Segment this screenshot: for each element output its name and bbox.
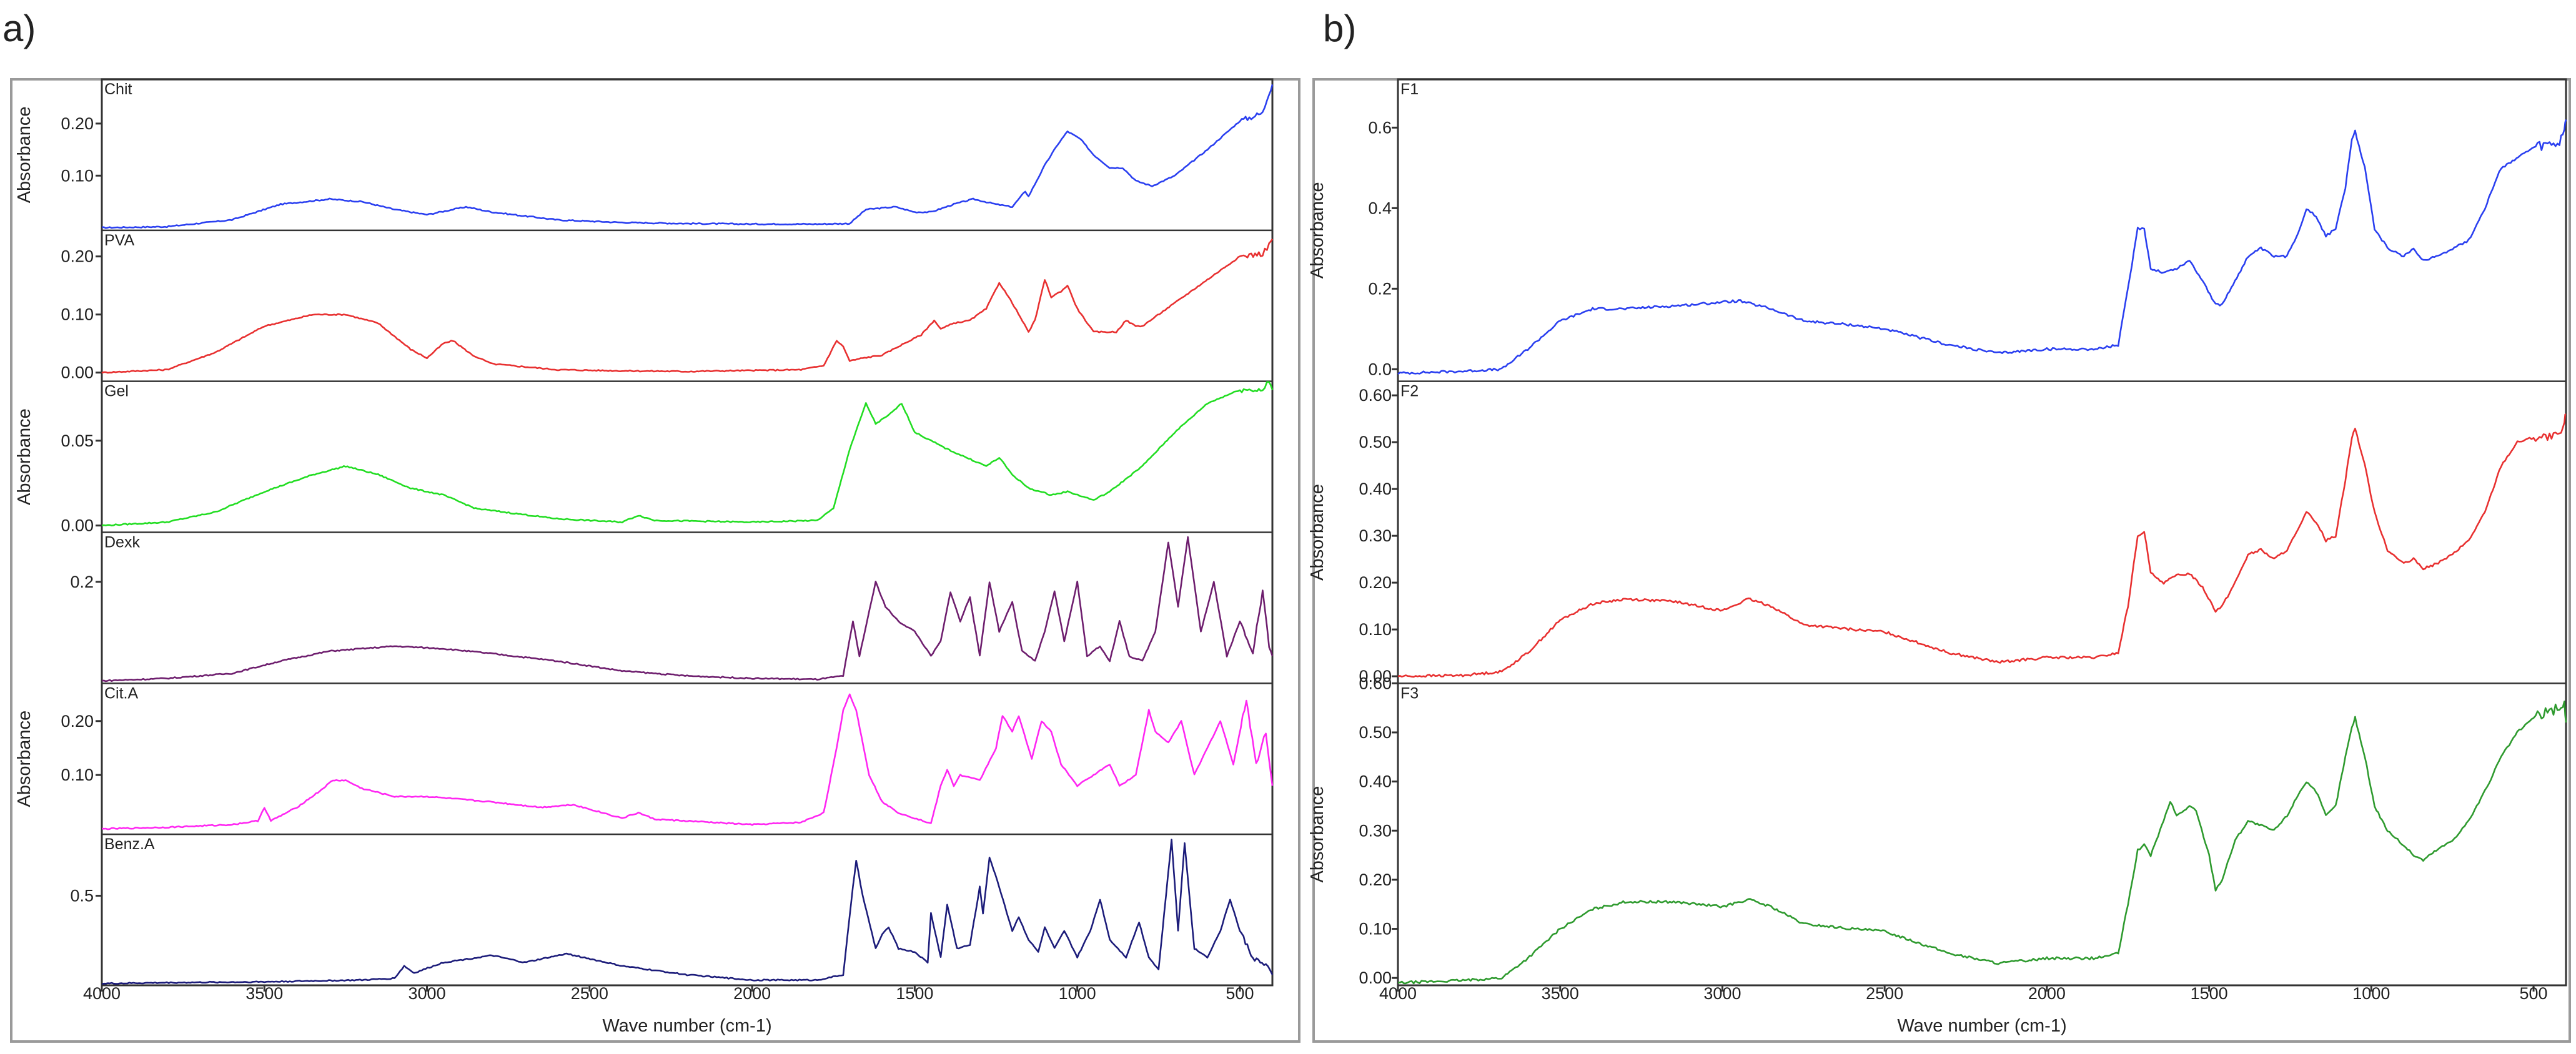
y-tick-label: 0.10 — [61, 166, 94, 185]
x-tick-label: 3500 — [245, 984, 283, 1003]
y-tick-label: 0.10 — [61, 305, 94, 324]
y-tick-label: 0.30 — [1359, 821, 1392, 840]
series-line-pva — [101, 239, 1274, 374]
y-tick-label: 0.00 — [1359, 968, 1392, 987]
x-tick-label: 2500 — [1866, 984, 1903, 1003]
series-label: Benz.A — [104, 835, 155, 853]
y-tick-label: 0.60 — [1359, 674, 1392, 692]
series-line-gel — [101, 381, 1274, 527]
series-label: Chit — [104, 81, 132, 98]
x-tick-label: 1000 — [1059, 984, 1096, 1003]
y-tick-label: 0.20 — [61, 712, 94, 731]
y-tick-label: 0.2 — [1368, 279, 1392, 298]
x-tick-label: 500 — [1226, 984, 1254, 1003]
y-tick-label: 0.5 — [70, 887, 94, 905]
series-line-benz-a — [101, 839, 1274, 985]
x-tick-label: 1000 — [2352, 984, 2390, 1003]
y-tick-label: 0.20 — [61, 247, 94, 266]
y-tick-label: 0.50 — [1359, 433, 1392, 451]
series-line-f3 — [1397, 701, 2567, 985]
y-axis-label: Absorbance — [14, 107, 34, 204]
y-tick-label: 0.40 — [1359, 772, 1392, 791]
y-tick-label: 0.40 — [1359, 480, 1392, 498]
y-tick-label: 0.20 — [61, 114, 94, 133]
series-line-f2 — [1397, 413, 2567, 678]
series-label: Dexk — [104, 534, 140, 551]
plot-area-border — [1397, 78, 2567, 987]
series-line-f1 — [1397, 119, 2567, 375]
y-tick-label: 0.10 — [61, 766, 94, 784]
chart-panel-b: 4000 3500 3000 2500 2000 1500 1000 500 Wave numb… — [1307, 78, 2571, 1043]
y-tick-label: 0.50 — [1359, 723, 1392, 742]
series-label: Gel — [104, 383, 129, 400]
series-line-chit — [101, 84, 1274, 229]
panel-label-b: b) — [1323, 7, 1356, 49]
series-label: PVA — [104, 232, 134, 249]
x-tick-label: 1500 — [896, 984, 933, 1003]
series-label: F2 — [1400, 383, 1419, 400]
x-tick-label: 4000 — [83, 984, 121, 1003]
x-tick-label: 2500 — [571, 984, 608, 1003]
series-label: F3 — [1400, 684, 1419, 702]
y-tick-label: 0.4 — [1368, 199, 1392, 217]
x-tick-label: 3000 — [409, 984, 446, 1003]
panel-label-a: a) — [2, 7, 36, 49]
y-tick-label: 0.6 — [1368, 118, 1392, 137]
x-axis-label: Wave number (cm-1) — [1897, 1016, 2066, 1036]
x-tick-label: 4000 — [1379, 984, 1417, 1003]
y-tick-label: 0.2 — [70, 573, 94, 591]
y-tick-label: 0.10 — [1359, 620, 1392, 639]
y-tick-label: 0.20 — [1359, 573, 1392, 592]
x-tick-label: 3500 — [1542, 984, 1579, 1003]
series-label: F1 — [1400, 81, 1419, 98]
series-line-cit-a — [101, 693, 1274, 830]
series-line-dexk — [101, 536, 1274, 682]
y-tick-label: 0.60 — [1359, 386, 1392, 405]
x-tick-label: 2000 — [2028, 984, 2066, 1003]
x-tick-label: 2000 — [733, 984, 771, 1003]
y-tick-label: 0.05 — [61, 431, 94, 450]
y-axis-label: Absorbance — [14, 408, 34, 505]
x-axis-label: Wave number (cm-1) — [602, 1016, 771, 1036]
y-axis-label: Absorbance — [14, 711, 34, 807]
y-axis-label: Absorbance — [1307, 786, 1327, 883]
y-tick-label: 0.00 — [61, 516, 94, 535]
y-tick-label: 0.0 — [1368, 360, 1392, 378]
x-tick-label: 1500 — [2191, 984, 2228, 1003]
y-tick-label: 0.20 — [1359, 870, 1392, 889]
y-axis-label: Absorbance — [1307, 484, 1327, 581]
x-tick-label: 500 — [2520, 984, 2548, 1003]
x-tick-label: 3000 — [1703, 984, 1741, 1003]
chart-frame — [1312, 78, 2571, 1043]
chart-panel-a: 4000 3500 3000 2500 2000 1500 1000 500 Wave numb… — [10, 78, 1300, 1043]
series-label: Cit.A — [104, 684, 139, 702]
y-tick-label: 0.00 — [1359, 667, 1392, 686]
y-tick-label: 0.00 — [61, 363, 94, 382]
y-tick-label: 0.10 — [1359, 920, 1392, 938]
y-axis-label: Absorbance — [1307, 182, 1327, 278]
y-tick-label: 0.30 — [1359, 526, 1392, 545]
